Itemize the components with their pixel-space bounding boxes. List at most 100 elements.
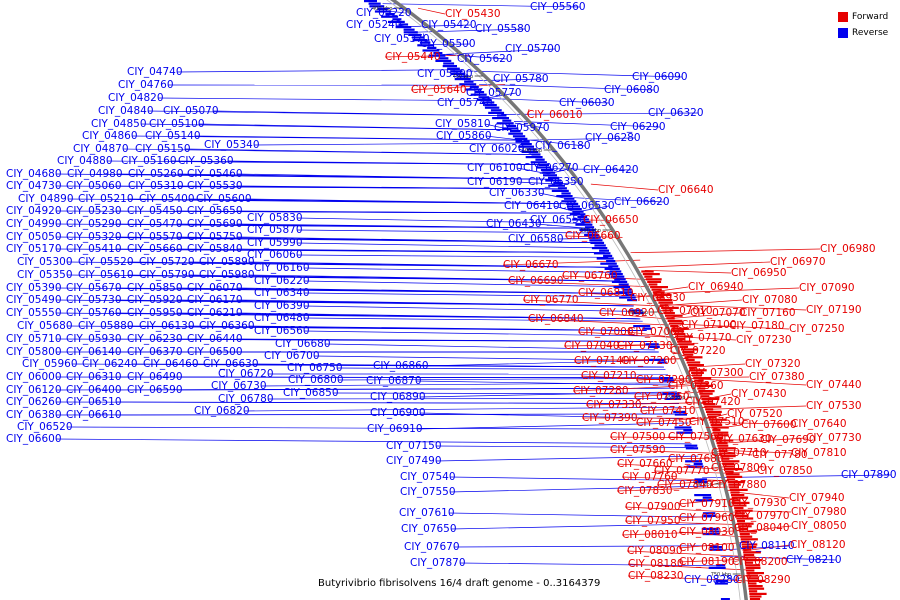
forward-feature-mark (731, 494, 745, 497)
reverse-feature-mark (490, 109, 502, 112)
ruler-tick-label: 700 kbp (693, 482, 713, 488)
reverse-feature-mark (599, 249, 609, 252)
forward-feature-mark (682, 351, 695, 354)
reverse-feature-mark (566, 205, 580, 208)
forward-feature-mark (740, 535, 753, 538)
gene-label: CIY_07060 (628, 326, 684, 338)
leader-line (513, 121, 661, 128)
leader-line (303, 292, 630, 298)
reverse-feature-mark (642, 327, 652, 330)
forward-feature-mark (721, 457, 730, 460)
forward-feature-mark (740, 538, 758, 541)
forward-feature-mark (676, 338, 685, 341)
gene-label: CIY_07140 (574, 355, 630, 367)
gene-label: CIY_06670 (503, 259, 559, 271)
gene-label: CIY_05260 (128, 168, 184, 180)
reverse-feature-mark (564, 197, 575, 200)
leader-line (243, 406, 683, 412)
forward-feature-mark (702, 400, 713, 403)
reverse-feature-mark (572, 210, 584, 213)
reverse-feature-mark (474, 91, 485, 94)
leader-line (453, 545, 719, 548)
forward-feature-mark (741, 540, 750, 543)
reverse-feature-mark (392, 18, 402, 21)
forward-feature-mark (655, 296, 664, 299)
gene-label: CIY_05790 (139, 269, 195, 281)
reverse-feature-mark (398, 23, 409, 26)
leader-line (415, 380, 671, 386)
forward-feature-mark (708, 418, 727, 421)
reverse-feature-mark (584, 234, 600, 237)
forward-feature-mark (654, 293, 672, 296)
leader-line (526, 108, 530, 116)
gene-label: CIY_06290 (610, 121, 666, 133)
leader-line (644, 269, 732, 274)
gene-label: CIY_07800 (711, 462, 767, 474)
leader-line (115, 401, 679, 404)
gene-label: CIY_07850 (757, 465, 813, 477)
forward-feature-mark (745, 564, 761, 567)
leader-line (501, 112, 699, 115)
gene-label: CIY_08180 (628, 558, 684, 570)
reverse-feature-mark (443, 62, 455, 65)
leader-line (236, 223, 589, 229)
gene-label: CIY_06500 (187, 346, 243, 358)
gene-label: CIY_06260 (6, 396, 62, 408)
gene-label: CIY_06650 (583, 214, 639, 226)
forward-feature-mark (687, 364, 704, 367)
reverse-feature-mark (676, 431, 694, 434)
gene-label: CIY_05370 (374, 33, 430, 45)
reverse-feature-mark (714, 582, 728, 585)
gene-label: CIY_06840 (528, 313, 584, 325)
reverse-feature-mark (520, 143, 532, 146)
reverse-feature-mark (433, 52, 443, 55)
leader-line (621, 476, 729, 482)
gene-label: CIY_05670 (66, 282, 122, 294)
reverse-feature-mark (662, 392, 680, 395)
gene-label: CIY_07220 (670, 345, 726, 357)
leader-line (635, 416, 713, 424)
gene-label: CIY_05980 (199, 269, 255, 281)
gene-label: CIY_04920 (6, 205, 62, 217)
leader-line (337, 378, 671, 381)
gene-label: CIY_06480 (254, 312, 310, 324)
leader-line (236, 173, 553, 180)
gene-label: CIY_07170 (676, 332, 732, 344)
forward-feature-mark (673, 332, 685, 335)
forward-feature-mark (746, 574, 759, 577)
gene-label: CIY_07290 (636, 374, 692, 386)
gene-label: CIY_07210 (581, 370, 637, 382)
gene-label: CIY_06870 (366, 375, 422, 387)
gene-label: CIY_05410 (66, 243, 122, 255)
reverse-feature-mark (674, 426, 692, 429)
gene-label: CIY_05290 (66, 218, 122, 230)
forward-feature-mark (731, 496, 749, 499)
gene-label: CIY_07520 (727, 408, 783, 420)
gene-label: CIY_04840 (98, 105, 154, 117)
forward-feature-mark (681, 348, 699, 351)
gene-label: CIY_05740 (437, 97, 493, 109)
reverse-feature-mark (569, 213, 586, 216)
gene-label: CIY_04850 (91, 118, 147, 130)
gene-label: CIY_05990 (247, 237, 303, 249)
gene-label: CIY_07410 (640, 405, 696, 417)
leader-line (236, 248, 605, 254)
gene-label: CIY_06190 (467, 176, 523, 188)
gene-label: CIY_06810 (578, 287, 634, 299)
gene-label: CIY_07490 (386, 455, 442, 467)
reverse-feature-mark (551, 189, 569, 192)
gene-label: CIY_05430 (445, 8, 501, 20)
reverse-feature-mark (694, 494, 712, 497)
gene-label: CIY_05970 (494, 122, 550, 134)
leader-line (236, 236, 598, 244)
leader-line (523, 137, 636, 141)
reverse-feature-mark (515, 140, 530, 143)
reverse-feature-mark (683, 429, 693, 432)
gene-label: CIY_04860 (82, 130, 138, 142)
leader-line (176, 387, 675, 391)
gene-label: CIY_06780 (218, 393, 274, 405)
reverse-feature-mark (591, 247, 608, 250)
gene-label: CIY_05150 (135, 143, 191, 155)
reverse-feature-mark (720, 598, 730, 600)
forward-feature-mark (661, 306, 679, 309)
